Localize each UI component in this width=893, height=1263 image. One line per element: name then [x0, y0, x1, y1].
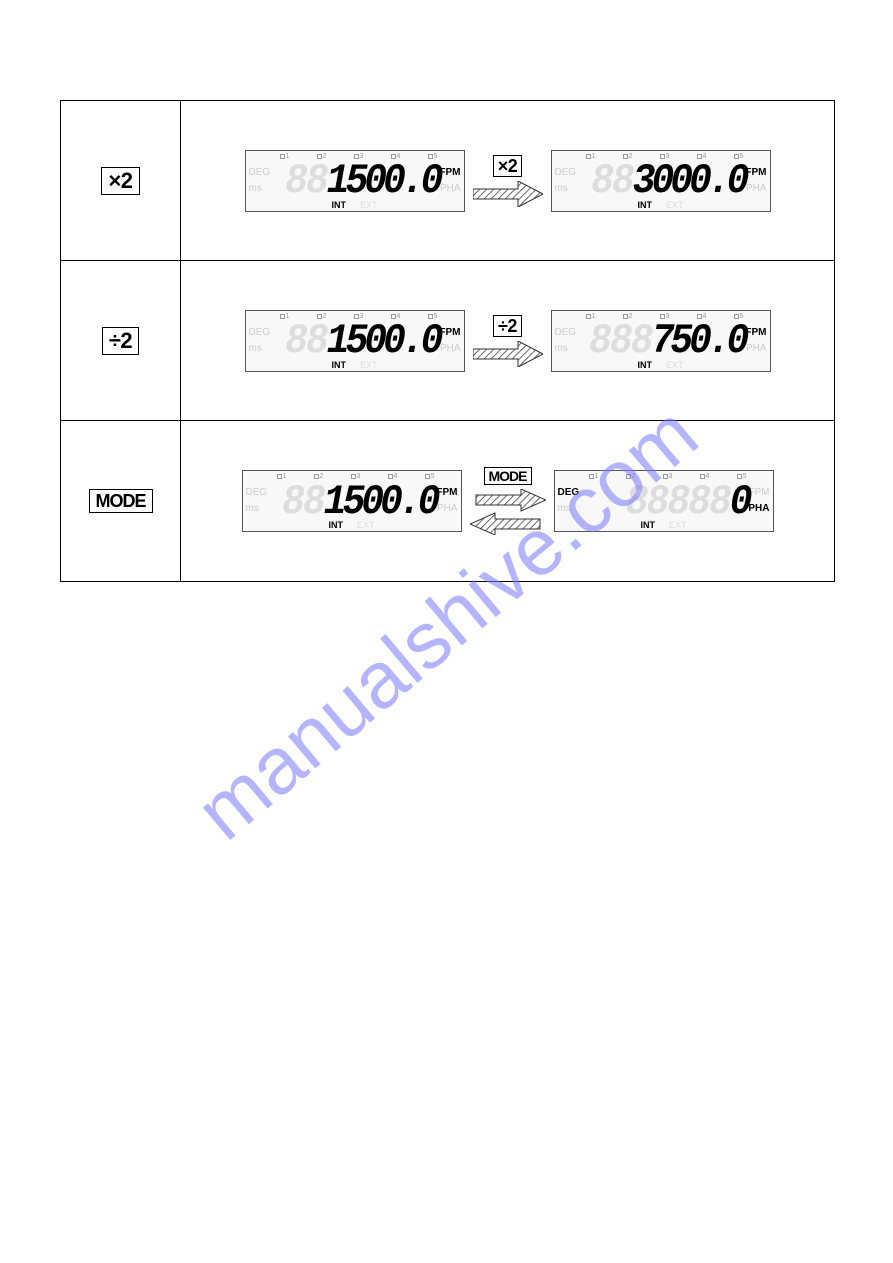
lcd-display-before: 12345 DEGms FPMPHA 881500.0 INTEXT — [245, 150, 465, 212]
diagram-table: ×2 12345 DEGms FPMPHA 881500.0 INTEXT ×2 — [60, 100, 835, 582]
arrow-group: ÷2 — [473, 315, 543, 367]
arrow-button-icon: MODE — [484, 467, 532, 485]
lcd-bottom-labels: INTEXT — [552, 200, 770, 210]
lcd-digits: 881500.0 — [274, 322, 440, 362]
row-label-cell: ×2 — [61, 101, 181, 260]
row-content: 12345 DEGms FPMPHA 881500.0 INTEXT ÷2 12… — [181, 261, 834, 420]
lcd-right-labels: FPMPHA — [748, 485, 769, 517]
row-label-cell: ÷2 — [61, 261, 181, 420]
arrow-button-icon: ×2 — [493, 155, 523, 177]
lcd-left-labels: DEGms — [249, 325, 271, 357]
div2-button-label: ÷2 — [102, 327, 139, 355]
lcd-display-before: 12345 DEGms FPMPHA 881500.0 INTEXT — [245, 310, 465, 372]
lcd-right-labels: FPMPHA — [745, 325, 766, 357]
mode-button-label: MODE — [89, 489, 153, 513]
arrow-button-icon: ÷2 — [493, 315, 522, 337]
arrow-group: MODE — [470, 467, 546, 535]
lcd-right-labels: FPMPHA — [745, 165, 766, 197]
arrow-right-icon — [473, 181, 543, 207]
times2-button-label: ×2 — [101, 167, 139, 195]
lcd-display-after: 12345 DEGms FPMPHA 883000.0 INTEXT — [551, 150, 771, 212]
lcd-digits: 881500.0 — [274, 162, 440, 202]
lcd-right-labels: FPMPHA — [436, 485, 457, 517]
table-row: MODE 12345 DEGms FPMPHA 881500.0 INTEXT … — [61, 421, 834, 581]
lcd-left-labels: DEGms — [249, 165, 271, 197]
lcd-right-labels: FPMPHA — [439, 165, 460, 197]
lcd-digits: 888880 — [583, 482, 749, 522]
double-arrow-icon — [470, 489, 546, 535]
row-content: 12345 DEGms FPMPHA 881500.0 INTEXT ×2 — [181, 101, 834, 260]
lcd-left-labels: DEGms — [555, 165, 577, 197]
lcd-display-before: 12345 DEGms FPMPHA 881500.0 INTEXT — [242, 470, 462, 532]
lcd-right-labels: FPMPHA — [439, 325, 460, 357]
lcd-bottom-labels: INTEXT — [246, 360, 464, 370]
lcd-display-after: 12345 DEGms FPMPHA 888880 INTEXT — [554, 470, 774, 532]
lcd-digits: 881500.0 — [271, 482, 437, 522]
lcd-bottom-labels: INTEXT — [246, 200, 464, 210]
arrow-right-icon — [473, 341, 543, 367]
lcd-left-labels: DEGms — [246, 485, 268, 517]
row-content: 12345 DEGms FPMPHA 881500.0 INTEXT MODE — [181, 421, 834, 581]
table-row: ×2 12345 DEGms FPMPHA 881500.0 INTEXT ×2 — [61, 101, 834, 261]
lcd-digits: 888750.0 — [580, 322, 746, 362]
row-label-cell: MODE — [61, 421, 181, 581]
arrow-group: ×2 — [473, 155, 543, 207]
lcd-left-labels: DEGms — [558, 485, 580, 517]
lcd-left-labels: DEGms — [555, 325, 577, 357]
lcd-display-after: 12345 DEGms FPMPHA 888750.0 INTEXT — [551, 310, 771, 372]
lcd-bottom-labels: INTEXT — [555, 520, 773, 530]
lcd-digits: 883000.0 — [580, 162, 746, 202]
lcd-bottom-labels: INTEXT — [552, 360, 770, 370]
lcd-bottom-labels: INTEXT — [243, 520, 461, 530]
table-row: ÷2 12345 DEGms FPMPHA 881500.0 INTEXT ÷2 — [61, 261, 834, 421]
